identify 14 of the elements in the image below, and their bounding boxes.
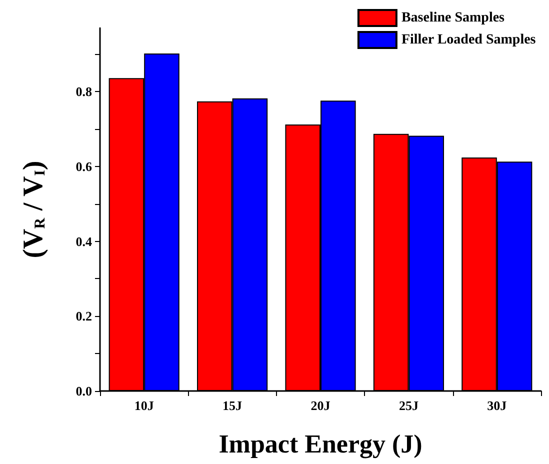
y-tick-label: 0.4 <box>76 234 92 249</box>
y-tick-label: 0.2 <box>76 308 92 324</box>
x-axis-title: Impact Energy (J) <box>218 430 422 458</box>
x-tick-label: 20J <box>310 398 331 413</box>
legend-label: Filler Loaded Samples <box>401 32 536 48</box>
y-tick-label: 0.6 <box>76 158 92 174</box>
x-tick-label: 15J <box>222 398 243 413</box>
x-tick-label: 30J <box>487 398 508 413</box>
legend-label: Baseline Samples <box>401 10 506 26</box>
y-tick-label: 0.8 <box>76 84 92 100</box>
y-axis-title: (VR / VI) <box>18 160 49 258</box>
x-tick-label: 25J <box>398 398 419 413</box>
y-tick-label: 0.0 <box>76 384 92 398</box>
x-tick-label: 10J <box>134 398 154 413</box>
